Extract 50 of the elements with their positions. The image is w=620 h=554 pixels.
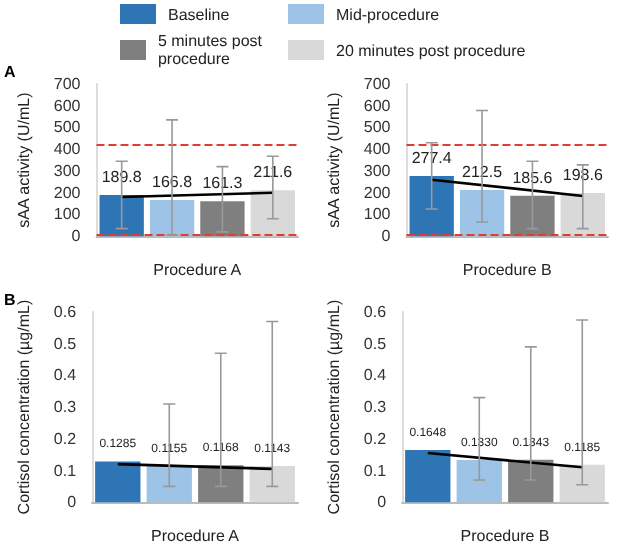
y-axis-title: sAA activity (U/mL) <box>325 91 343 228</box>
y-tick-label: 400 <box>53 140 82 159</box>
y-axis-title: Cortisol concentration (µg/mL) <box>325 299 343 515</box>
y-tick-label: 0.4 <box>53 366 78 385</box>
data-label: 211.6 <box>253 163 294 182</box>
y-tick-label: 200 <box>363 183 392 202</box>
legend-label: Mid-procedure <box>336 5 440 23</box>
y-tick-label: 500 <box>363 118 392 137</box>
y-tick-label: 700 <box>363 75 392 93</box>
y-tick-label: 700 <box>53 75 82 93</box>
y-tick-label: 300 <box>53 161 82 180</box>
text: B <box>4 291 16 309</box>
y-tick-label: 0 <box>381 227 392 246</box>
y-axis-title: sAA activity (U/mL) <box>15 91 33 228</box>
data-label: 166.8 <box>152 172 194 191</box>
y-tick-label: 0.4 <box>363 366 388 385</box>
y-tick-label: 0.2 <box>53 429 78 448</box>
y-tick-label: 0.6 <box>53 303 78 321</box>
y-tick-label: 0.1 <box>363 461 388 480</box>
y-tick-label: 0.3 <box>363 398 388 417</box>
x-axis-title: Procedure A <box>150 527 241 545</box>
x-axis-title: Procedure A <box>153 261 243 279</box>
y-tick-label: 0.6 <box>363 303 388 321</box>
legend-label: 5 minutes post procedure <box>157 32 264 68</box>
data-label: 277.4 <box>411 148 453 167</box>
y-tick-label: 100 <box>53 205 82 224</box>
data-label: 161.3 <box>202 174 244 193</box>
y-tick-label: 0.3 <box>53 398 78 417</box>
legend-label: 20 minutes post procedure <box>336 41 526 59</box>
y-tick-label: 600 <box>53 96 82 115</box>
y-tick-label: 0.2 <box>363 429 388 448</box>
y-tick-label: 0 <box>71 227 82 246</box>
text: A <box>4 63 16 81</box>
data-label: 189.8 <box>101 167 143 186</box>
y-tick-label: 0.1 <box>53 461 78 480</box>
y-tick-label: 600 <box>363 96 392 115</box>
data-label: 212.5 <box>462 163 504 181</box>
x-axis-title: Procedure B <box>462 261 552 279</box>
y-tick-label: 500 <box>53 118 82 137</box>
y-tick-label: 200 <box>53 183 82 202</box>
x-axis-title: Procedure B <box>460 527 550 545</box>
y-tick-label: 100 <box>363 205 392 224</box>
y-tick-label: 300 <box>363 161 392 180</box>
legend-label: Baseline <box>168 5 230 23</box>
y-tick-label: 0 <box>67 493 78 512</box>
y-tick-label: 0.5 <box>363 334 388 353</box>
y-axis-title: Cortisol concentration (µg/mL) <box>15 299 33 515</box>
y-tick-label: 0.5 <box>53 334 78 353</box>
y-tick-label: 400 <box>363 140 392 159</box>
y-tick-label: 0 <box>377 493 388 512</box>
